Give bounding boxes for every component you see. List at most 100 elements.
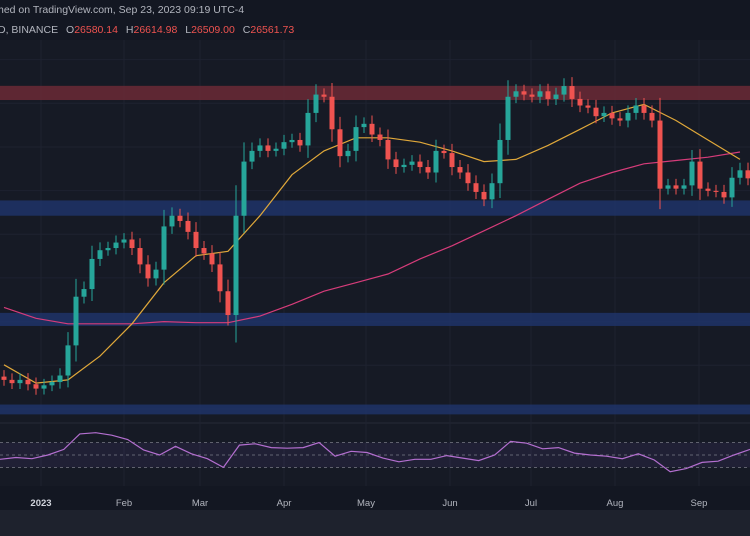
- open-label: O: [66, 24, 75, 36]
- candle-down: [201, 248, 207, 254]
- x-tick-label: Jun: [442, 498, 458, 509]
- candle-up: [257, 145, 263, 151]
- candle-up: [497, 139, 503, 184]
- low-value: 26509.00: [191, 24, 235, 36]
- candle-down: [585, 105, 591, 108]
- candle-up: [401, 164, 407, 168]
- candle-down: [545, 91, 551, 99]
- support-zone: [0, 200, 750, 216]
- candle-down: [329, 96, 335, 130]
- candle-up: [737, 170, 743, 178]
- x-tick-label: Mar: [191, 498, 209, 509]
- candle-down: [473, 183, 479, 192]
- candle-down: [393, 159, 399, 168]
- candle-up: [729, 177, 735, 198]
- candle-down: [417, 161, 423, 168]
- candle-down: [25, 379, 31, 385]
- candle-down: [193, 231, 199, 249]
- candle-up: [537, 91, 543, 97]
- candle-up: [233, 215, 239, 316]
- candle-up: [105, 248, 111, 251]
- candle-down: [425, 167, 431, 173]
- candle-down: [577, 98, 583, 106]
- candle-down: [705, 188, 711, 191]
- candle-down: [9, 379, 15, 384]
- x-tick-label: Sep: [690, 498, 708, 509]
- symbol-label: D, BINANCE: [0, 24, 59, 36]
- candle-up: [361, 123, 367, 128]
- candle-down: [185, 220, 191, 232]
- candle-up: [305, 112, 311, 146]
- candle-up: [249, 150, 255, 162]
- candle-up: [433, 150, 439, 173]
- candle-up: [513, 91, 519, 97]
- candle-down: [745, 170, 750, 179]
- candle-up: [665, 185, 671, 189]
- moving-average-slow-line: [3, 151, 741, 325]
- candle-down: [441, 150, 447, 154]
- low-label: L: [185, 24, 192, 36]
- candle-up: [505, 96, 511, 140]
- candle-up: [121, 239, 127, 243]
- high-label: H: [125, 24, 134, 36]
- rsi-line: [0, 432, 750, 473]
- high-value: 26614.98: [133, 24, 178, 36]
- candle-down: [617, 118, 623, 121]
- candle-down: [593, 107, 599, 117]
- candle-down: [457, 167, 463, 173]
- candle-up: [153, 269, 159, 279]
- candle-up: [489, 183, 495, 200]
- candle-up: [601, 112, 607, 117]
- candle-up: [73, 296, 79, 346]
- x-tick-label: Jul: [524, 498, 538, 509]
- candle-up: [41, 385, 47, 389]
- candle-down: [385, 139, 391, 160]
- candle-down: [465, 172, 471, 184]
- candle-down: [697, 161, 703, 189]
- published-info: hed on TradingView.com, Sep 23, 2023 09:…: [0, 4, 245, 16]
- candle-up: [49, 382, 55, 386]
- candle-down: [641, 105, 647, 113]
- candle-up: [89, 258, 95, 290]
- candle-down: [569, 86, 575, 99]
- candle-down: [369, 123, 375, 135]
- x-tick-label: Apr: [276, 498, 292, 509]
- bottom-toolbar: [0, 510, 750, 536]
- resistance-zone: [0, 85, 750, 101]
- candle-up: [57, 375, 63, 383]
- candle-down: [713, 190, 719, 192]
- candle-up: [113, 242, 119, 249]
- candle-up: [625, 112, 631, 121]
- close-value: 26561.73: [250, 24, 295, 36]
- candle-up: [241, 161, 247, 216]
- candle-down: [129, 239, 135, 249]
- candle-down: [721, 191, 727, 198]
- candle-down: [177, 215, 183, 221]
- candle-down: [529, 94, 535, 97]
- candle-down: [321, 94, 327, 97]
- candle-down: [649, 112, 655, 121]
- candle-up: [281, 142, 287, 149]
- x-tick-label: May: [357, 498, 375, 509]
- candle-up: [169, 215, 175, 227]
- candle-down: [137, 248, 143, 265]
- candle-down: [297, 139, 303, 146]
- x-tick-label: Aug: [606, 498, 624, 509]
- candle-up: [409, 161, 415, 165]
- candle-up: [345, 150, 351, 157]
- candle-down: [657, 120, 663, 189]
- candle-up: [553, 94, 559, 99]
- ohlc-legend: D, BINANCE O26580.14 H26614.98 L26509.00…: [0, 24, 294, 36]
- candle-up: [313, 94, 319, 113]
- x-tick-label: 2023: [30, 498, 52, 509]
- candle-down: [1, 376, 7, 380]
- candle-down: [481, 191, 487, 200]
- candle-down: [217, 264, 223, 292]
- candle-down: [225, 291, 231, 316]
- candle-up: [273, 148, 279, 151]
- candle-up: [681, 185, 687, 189]
- candle-down: [521, 91, 527, 95]
- candle-down: [337, 129, 343, 157]
- price-chart[interactable]: [0, 0, 750, 510]
- candle-down: [449, 153, 455, 168]
